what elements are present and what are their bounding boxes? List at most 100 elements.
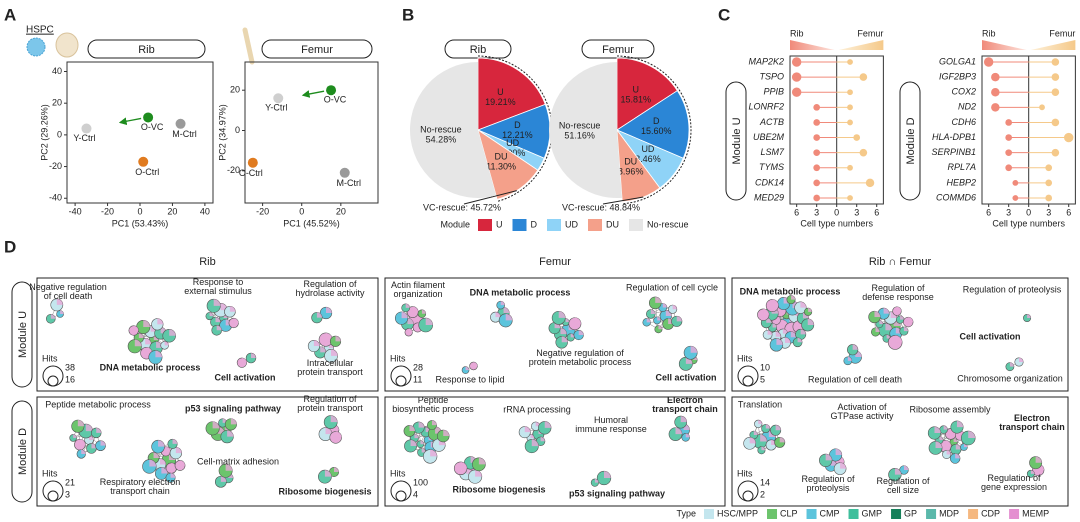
node-wedge <box>164 341 169 346</box>
x-tick-label: 3 <box>1046 207 1051 217</box>
node-wedge <box>685 433 690 438</box>
slice-value: 54.28% <box>426 134 457 144</box>
node-wedge <box>875 327 880 332</box>
term-label: Electron <box>667 395 703 405</box>
lollipop-dot <box>813 179 821 187</box>
hits-circle <box>395 375 407 387</box>
node-wedge <box>460 461 467 469</box>
term-label: of cell death <box>44 291 93 301</box>
node-wedge <box>657 316 661 321</box>
hits-label: Hits <box>42 468 58 478</box>
term-label: transport chain <box>999 422 1065 432</box>
gene-label: MED29 <box>754 192 784 202</box>
x-axis-label: PC1 (53.43%) <box>112 218 169 228</box>
term-label: Negative regulation <box>29 282 107 292</box>
node-wedge <box>50 314 56 319</box>
gene-label: TSPO <box>759 71 784 81</box>
term-label: gene expression <box>981 482 1047 492</box>
point-label: O-Ctrl <box>239 168 263 178</box>
node-wedge <box>890 311 897 319</box>
node-wedge <box>945 440 952 447</box>
column-header: Rib <box>199 256 216 268</box>
x-tick-label: 6 <box>874 207 879 217</box>
legend-label: UD <box>565 219 578 229</box>
x-tick-label: 20 <box>167 206 177 216</box>
node-wedge <box>155 350 163 358</box>
lollipop-dot <box>1045 179 1053 187</box>
lollipop-dot <box>1012 195 1019 201</box>
term-label: rRNA processing <box>503 404 571 414</box>
slice-category: DU <box>495 151 508 161</box>
rib-gradient <box>982 40 1027 50</box>
node-wedge <box>968 431 976 439</box>
node-wedge <box>904 465 909 470</box>
point <box>81 123 92 134</box>
node-wedge <box>662 303 667 308</box>
term-label: defense response <box>862 292 934 302</box>
node-wedge <box>418 421 425 428</box>
node-wedge <box>908 317 914 323</box>
node-wedge <box>175 447 182 454</box>
y-tick-label: 0 <box>235 125 240 135</box>
node-wedge <box>791 295 796 300</box>
lollipop-dot <box>991 103 1000 112</box>
term-label: Response to lipid <box>435 374 504 384</box>
node-wedge <box>934 426 941 433</box>
slice-category: No-rescue <box>559 121 601 131</box>
legend-swatch <box>1009 509 1020 519</box>
term-label: p53 signaling pathway <box>569 488 665 498</box>
slice-value: 19.21% <box>485 97 516 107</box>
legend-swatch <box>926 509 937 519</box>
trajectory-arrow <box>118 117 142 126</box>
lollipop-dot <box>1005 164 1013 172</box>
node-wedge <box>847 356 852 361</box>
legend-swatch <box>478 219 492 231</box>
legend-title: Module <box>440 219 470 229</box>
node-wedge <box>761 446 766 451</box>
term-label: Actin filament <box>391 280 446 290</box>
node-wedge <box>558 311 566 318</box>
node-wedge <box>840 462 847 469</box>
term-label: Ribosome assembly <box>909 404 991 414</box>
pie-slice <box>409 61 497 198</box>
lollipop-dot <box>859 73 868 81</box>
node-wedge <box>775 331 781 337</box>
title-pill <box>261 39 373 59</box>
node-wedge <box>138 333 144 339</box>
x-tick-label: 40 <box>200 206 210 216</box>
hits-label: Hits <box>390 468 406 478</box>
chart-title: Rib <box>138 44 155 56</box>
trajectory-arrow <box>301 90 325 98</box>
rescue-annotation: VC-rescue: 48.84% <box>562 202 640 212</box>
term-label: p53 signaling pathway <box>185 403 281 413</box>
node-wedge <box>495 312 501 318</box>
pie-slice <box>616 90 690 159</box>
node-wedge <box>560 327 567 335</box>
node-wedge <box>883 308 890 314</box>
node-wedge <box>1027 314 1031 318</box>
lollipop-dot <box>813 103 821 111</box>
node-wedge <box>763 308 770 315</box>
slice-category: No-rescue <box>420 124 462 134</box>
lollipop-dot <box>813 149 821 157</box>
node-wedge <box>835 448 842 455</box>
lollipop-dot <box>1051 58 1060 66</box>
femur-icon <box>242 27 255 65</box>
point <box>273 93 284 104</box>
node-wedge <box>830 460 837 466</box>
point <box>247 157 258 168</box>
term-label: DNA metabolic process <box>740 286 841 296</box>
node-wedge <box>646 318 651 323</box>
term-label: Regulation of cell cycle <box>626 282 718 292</box>
lollipop-dot <box>991 87 1000 97</box>
node-wedge <box>153 452 160 458</box>
node-wedge <box>405 303 410 308</box>
series-header: Femur <box>1049 28 1075 38</box>
x-tick-label: -20 <box>101 206 114 216</box>
gene-label: CDK14 <box>755 177 784 187</box>
point-label: M-Ctrl <box>172 129 197 139</box>
enrichment-box <box>731 396 1069 507</box>
lollipop-dot <box>847 195 853 201</box>
term-label: external stimulus <box>184 286 252 296</box>
x-tick-label: 20 <box>336 206 346 216</box>
